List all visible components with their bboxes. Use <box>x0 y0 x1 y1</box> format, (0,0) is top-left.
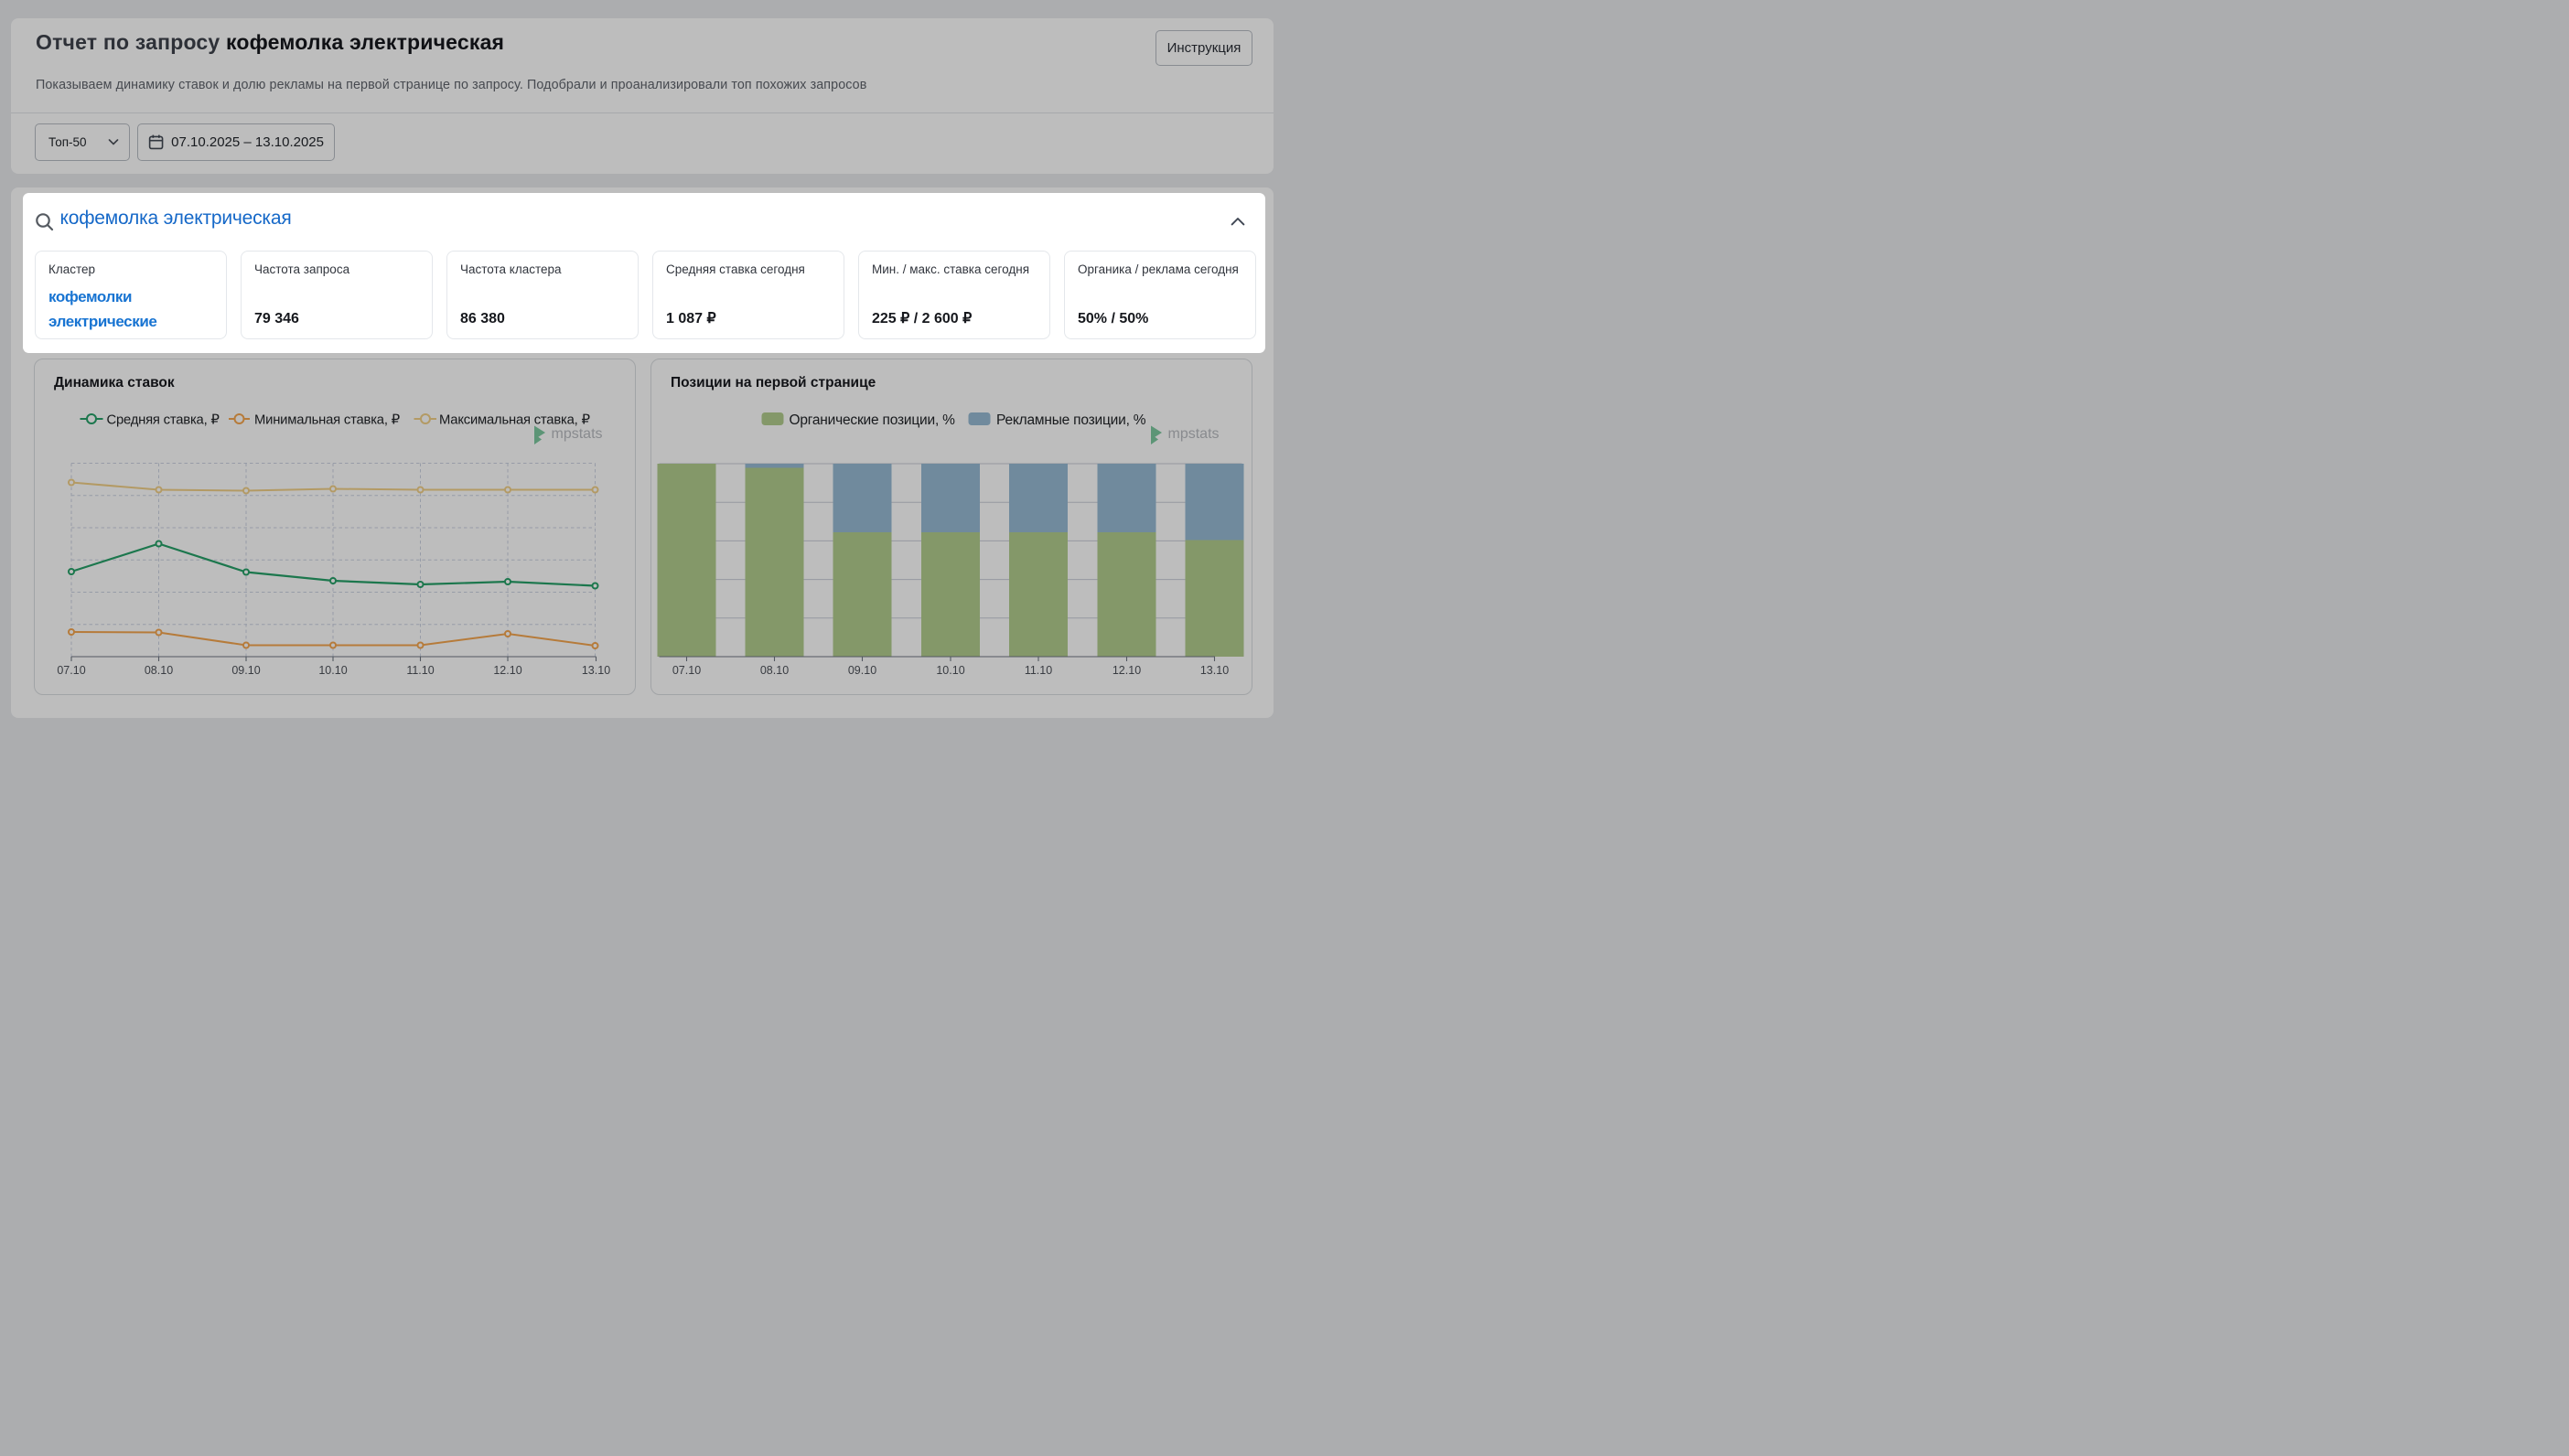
svg-text:12.10: 12.10 <box>1112 664 1140 677</box>
svg-text:Органические позиции, %: Органические позиции, % <box>789 412 955 428</box>
svg-text:Средняя ставка, ₽: Средняя ставка, ₽ <box>106 412 220 427</box>
svg-text:11.10: 11.10 <box>1024 664 1051 677</box>
svg-text:Минимальная ставка, ₽: Минимальная ставка, ₽ <box>254 412 401 427</box>
svg-text:07.10: 07.10 <box>57 664 85 677</box>
svg-text:mpstats: mpstats <box>1167 426 1219 442</box>
svg-text:09.10: 09.10 <box>231 664 260 677</box>
svg-text:08.10: 08.10 <box>759 664 788 677</box>
svg-text:07.10: 07.10 <box>672 664 700 677</box>
svg-text:10.10: 10.10 <box>936 664 964 677</box>
svg-text:08.10: 08.10 <box>144 664 172 677</box>
svg-text:Рекламные позиции, %: Рекламные позиции, % <box>996 412 1146 428</box>
svg-text:Максимальная ставка, ₽: Максимальная ставка, ₽ <box>439 412 590 427</box>
svg-text:13.10: 13.10 <box>581 664 609 677</box>
svg-text:13.10: 13.10 <box>1199 664 1228 677</box>
svg-text:mpstats: mpstats <box>551 426 602 442</box>
svg-text:12.10: 12.10 <box>493 664 521 677</box>
svg-text:10.10: 10.10 <box>318 664 347 677</box>
svg-text:09.10: 09.10 <box>847 664 876 677</box>
svg-text:11.10: 11.10 <box>406 664 434 677</box>
